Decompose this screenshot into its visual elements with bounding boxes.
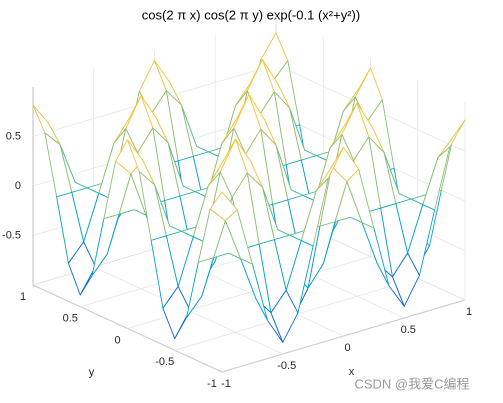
z-tick-label: -0.5: [2, 229, 21, 241]
chart-title: cos(2 π x) cos(2 π y) exp(-0.1 (x²+y²)): [142, 7, 360, 22]
x-tick-label: -1: [221, 378, 231, 390]
y-axis-label: y: [89, 366, 95, 378]
grid-line: [221, 299, 466, 373]
y-tick-label: 0: [114, 334, 120, 346]
x-tick-label: 1: [466, 306, 472, 318]
watermark: CSDN @我爱C编程: [354, 376, 469, 391]
y-tick-label: -0.5: [155, 356, 174, 368]
mesh-cell: [209, 191, 238, 222]
y-tick-label: 1: [20, 291, 26, 303]
x-tick-label: -0.5: [277, 360, 296, 372]
x-tick-label: 0.5: [401, 324, 416, 336]
y-tick-label: 0.5: [63, 313, 78, 325]
mesh-cell: [422, 146, 451, 211]
x-tick-label: 0: [344, 342, 350, 354]
y-tick-label: -1: [207, 378, 217, 390]
z-tick-label: 0: [15, 180, 21, 192]
x-axis-label: x: [349, 366, 355, 378]
z-tick-label: 0.5: [6, 130, 21, 142]
mesh-cell: [437, 119, 466, 159]
